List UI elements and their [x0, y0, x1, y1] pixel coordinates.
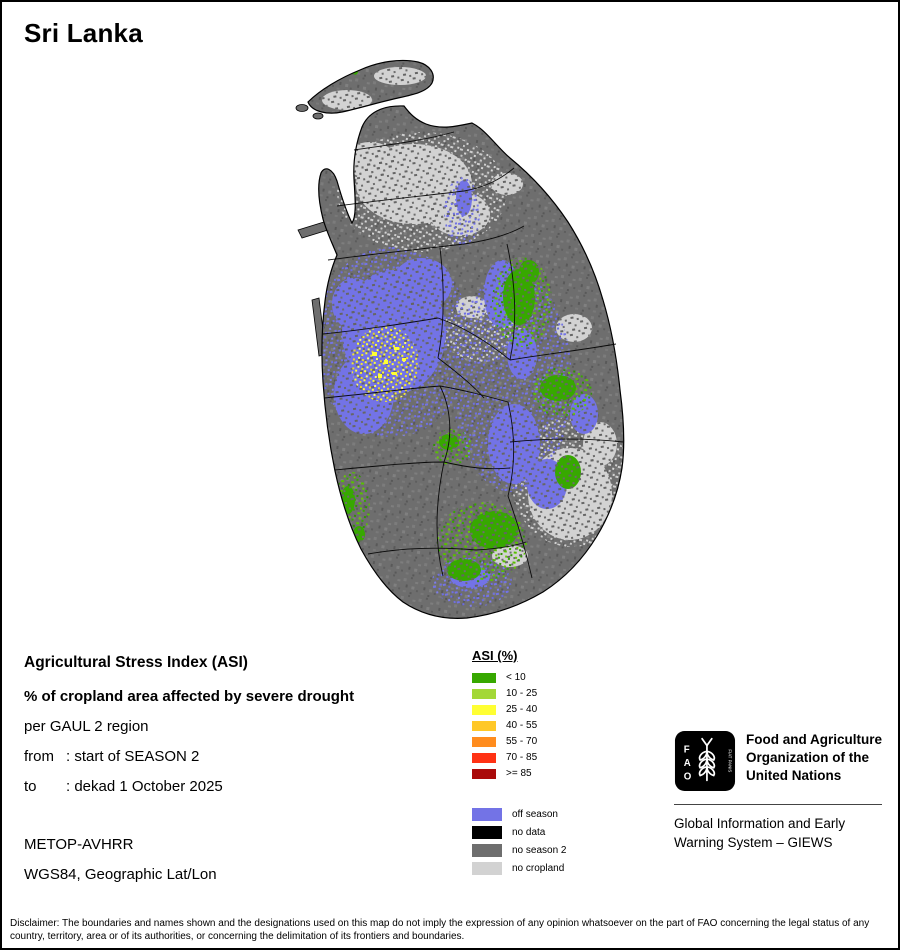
- legend-swatch: [472, 826, 502, 839]
- fao-letter-a: A: [684, 758, 691, 769]
- from-label: from: [24, 748, 54, 765]
- to-value: : dekad 1 October 2025: [66, 778, 223, 795]
- legend-label: 55 - 70: [506, 736, 538, 747]
- legend-label: off season: [512, 809, 558, 820]
- legend-label: no cropland: [512, 863, 565, 874]
- fao-footer: F A O FIAT PANIS Food and Agriculture Or…: [674, 730, 882, 853]
- from-line: from : start of SEASON 2: [24, 748, 464, 765]
- legend-swatch: [472, 752, 496, 763]
- legend-asi-classes: < 10 10 - 25 25 - 40 40 - 55 55 - 70 70 - 85 >…: [472, 672, 672, 779]
- legend-swatch: [472, 672, 496, 683]
- fao-motto: FIAT PANIS: [727, 749, 732, 772]
- asi-yellow-cluster: [372, 347, 406, 378]
- fao-divider: [674, 804, 882, 805]
- legend-item: 10 - 25: [472, 688, 672, 699]
- legend-title: ASI (%): [472, 648, 518, 663]
- page-title: Sri Lanka: [24, 18, 143, 48]
- legend-item: 40 - 55: [472, 720, 672, 731]
- asi-subheading: % of cropland area affected by severe dr…: [24, 688, 355, 705]
- fao-logo: F A O FIAT PANIS: [674, 730, 736, 792]
- legend-item: no season 2: [472, 844, 672, 857]
- giews-label: Global Information and Early Warning Sys…: [674, 816, 846, 850]
- legend-swatch: [472, 720, 496, 731]
- legend: ASI (%) < 10 10 - 25 25 - 40 40 - 55 55 - 70…: [472, 648, 672, 880]
- disclaimer-text: Disclaimer: The boundaries and names sho…: [10, 918, 870, 942]
- legend-swatch: [472, 768, 496, 779]
- sensor-line: METOP-AVHRR: [24, 836, 134, 853]
- legend-item: off season: [472, 808, 672, 821]
- legend-item: no cropland: [472, 862, 672, 875]
- legend-swatch: [472, 844, 502, 857]
- legend-item: < 10: [472, 672, 672, 683]
- from-value: : start of SEASON 2: [66, 748, 200, 765]
- legend-item: 55 - 70: [472, 736, 672, 747]
- legend-label: < 10: [506, 672, 526, 683]
- legend-label: >= 85: [506, 768, 532, 779]
- legend-label: 10 - 25: [506, 688, 538, 699]
- legend-item: >= 85: [472, 768, 672, 779]
- to-line: to : dekad 1 October 2025: [24, 778, 464, 795]
- legend-label: 40 - 55: [506, 720, 538, 731]
- legend-item: no data: [472, 826, 672, 839]
- map-info-block: Agricultural Stress Index (ASI) % of cro…: [24, 654, 464, 896]
- legend-label: 25 - 40: [506, 704, 538, 715]
- to-label: to: [24, 778, 37, 795]
- legend-item: 25 - 40: [472, 704, 672, 715]
- fao-letter-o: O: [684, 771, 692, 782]
- fao-org-name: Food and Agriculture Organization of the…: [746, 732, 882, 784]
- legend-label: 70 - 85: [506, 752, 538, 763]
- legend-swatch: [472, 736, 496, 747]
- legend-item: 70 - 85: [472, 752, 672, 763]
- legend-label: no season 2: [512, 845, 567, 856]
- legend-other-classes: off season no data no season 2 no cropland: [472, 808, 672, 875]
- gaul-region-line: per GAUL 2 region: [24, 718, 149, 735]
- fao-letter-f: F: [684, 744, 690, 755]
- legend-label: no data: [512, 827, 546, 838]
- legend-swatch: [472, 704, 496, 715]
- asi-raster-layers: [308, 60, 624, 619]
- legend-swatch: [472, 688, 496, 699]
- projection-line: WGS84, Geographic Lat/Lon: [24, 866, 217, 883]
- legend-swatch: [472, 808, 502, 821]
- asi-heading: Agricultural Stress Index (ASI): [24, 654, 248, 671]
- district-boundaries: [322, 131, 624, 579]
- legend-swatch: [472, 862, 502, 875]
